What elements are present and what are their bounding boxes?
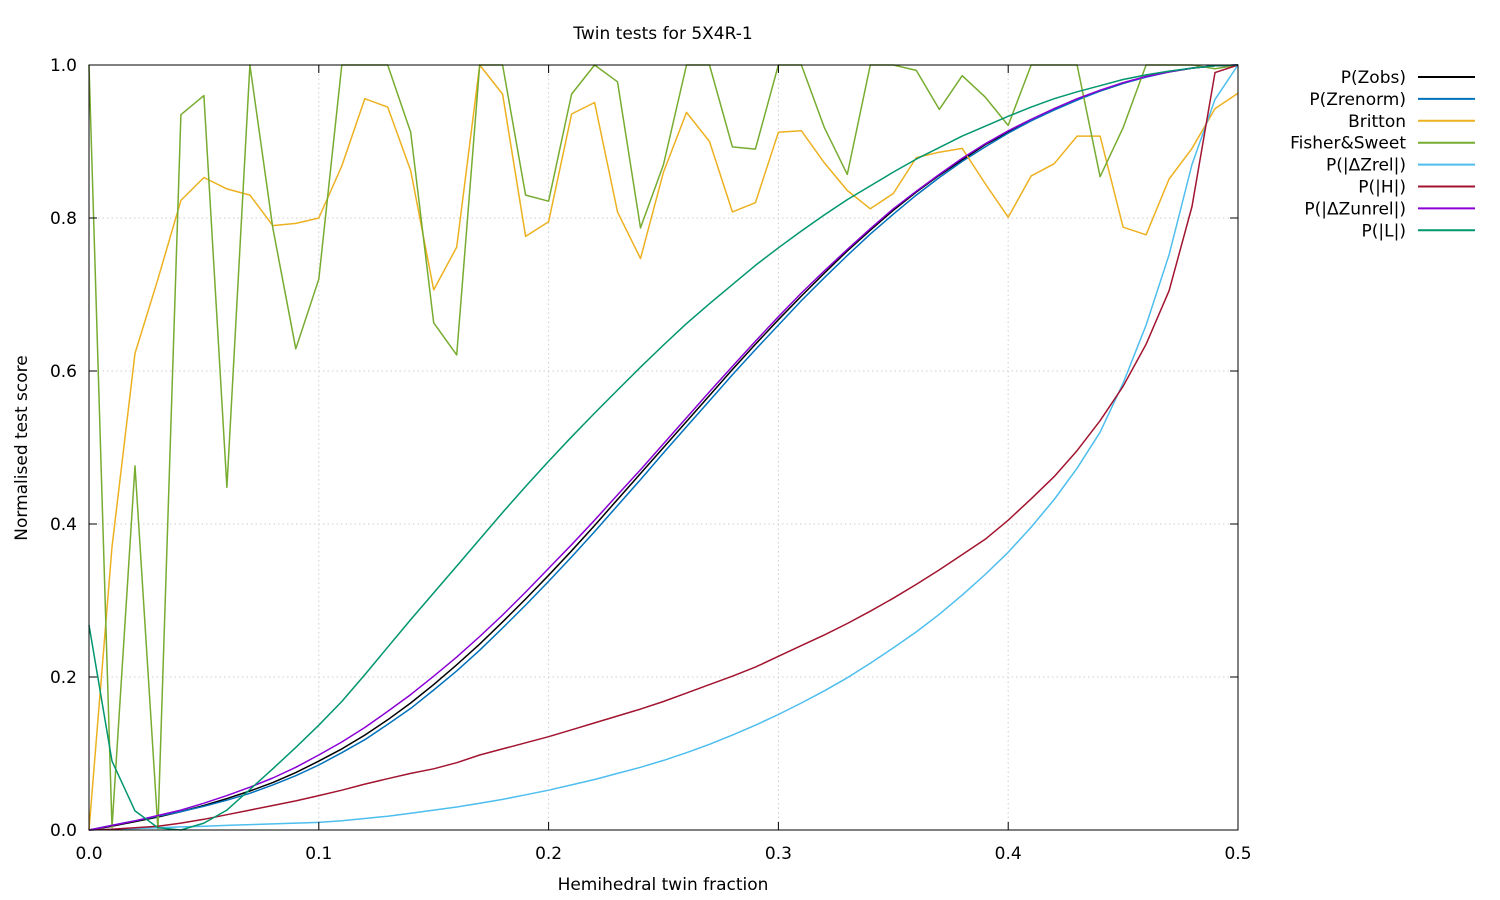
- legend-item-3: Britton: [1348, 112, 1475, 132]
- y-tick-label: 0.6: [50, 362, 77, 382]
- x-tick-label: 0.2: [535, 844, 562, 864]
- series-line-8: [88, 64, 1239, 831]
- legend-label: P(|ΔZrel|): [1326, 156, 1406, 176]
- legend-label: P(|H|): [1358, 178, 1406, 198]
- x-tick-label: 0.1: [305, 844, 332, 864]
- legend-item-4: Fisher&Sweet: [1290, 134, 1475, 154]
- legend-label: P(Zrenorm): [1309, 90, 1406, 110]
- axis-ticks: 0.0 0.1 0.2 0.3 0.4 0.5 0.0 0.2 0.4 0.6 0.8 1.0: [50, 56, 1252, 864]
- legend: P(Zobs)P(Zrenorm)BrittonFisher&SweetP(|Δ…: [1290, 68, 1475, 241]
- y-axis-label: Normalised test score: [12, 355, 32, 540]
- legend-item-5: P(|ΔZrel|): [1326, 156, 1475, 176]
- legend-item-2: P(Zrenorm): [1309, 90, 1475, 110]
- gridlines: [89, 65, 1238, 830]
- legend-label: P(Zobs): [1341, 68, 1406, 88]
- series-line-6: [88, 64, 1239, 831]
- legend-label: P(|L|): [1362, 221, 1406, 241]
- series-line-2: [88, 64, 1239, 831]
- plot-frame: [88, 64, 1239, 831]
- x-tick-label: 0.5: [1224, 844, 1251, 864]
- series-line-1: [88, 64, 1239, 831]
- x-tick-label: 0.4: [995, 844, 1022, 864]
- y-tick-label: 0.2: [50, 668, 77, 688]
- legend-item-1: P(Zobs): [1341, 68, 1475, 88]
- y-tick-label: 1.0: [50, 56, 77, 76]
- legend-item-8: P(|L|): [1362, 221, 1475, 241]
- x-tick-label: 0.3: [765, 844, 792, 864]
- chart-title: Twin tests for 5X4R-1: [572, 24, 752, 44]
- legend-label: Britton: [1348, 112, 1406, 132]
- legend-label: Fisher&Sweet: [1290, 134, 1406, 154]
- y-tick-label: 0.8: [50, 209, 77, 229]
- series-line-7: [88, 64, 1239, 831]
- legend-item-7: P(|ΔZunrel|): [1304, 199, 1475, 219]
- series-line-3: [88, 64, 1239, 831]
- x-tick-label: 0.0: [75, 844, 102, 864]
- x-axis-label: Hemihedral twin fraction: [558, 875, 769, 895]
- legend-label: P(|ΔZunrel|): [1304, 199, 1406, 219]
- y-tick-label: 0.0: [50, 821, 77, 841]
- y-tick-label: 0.4: [50, 515, 77, 535]
- legend-item-6: P(|H|): [1358, 178, 1475, 198]
- series-line-5: [88, 64, 1239, 831]
- plot-series: [88, 64, 1239, 831]
